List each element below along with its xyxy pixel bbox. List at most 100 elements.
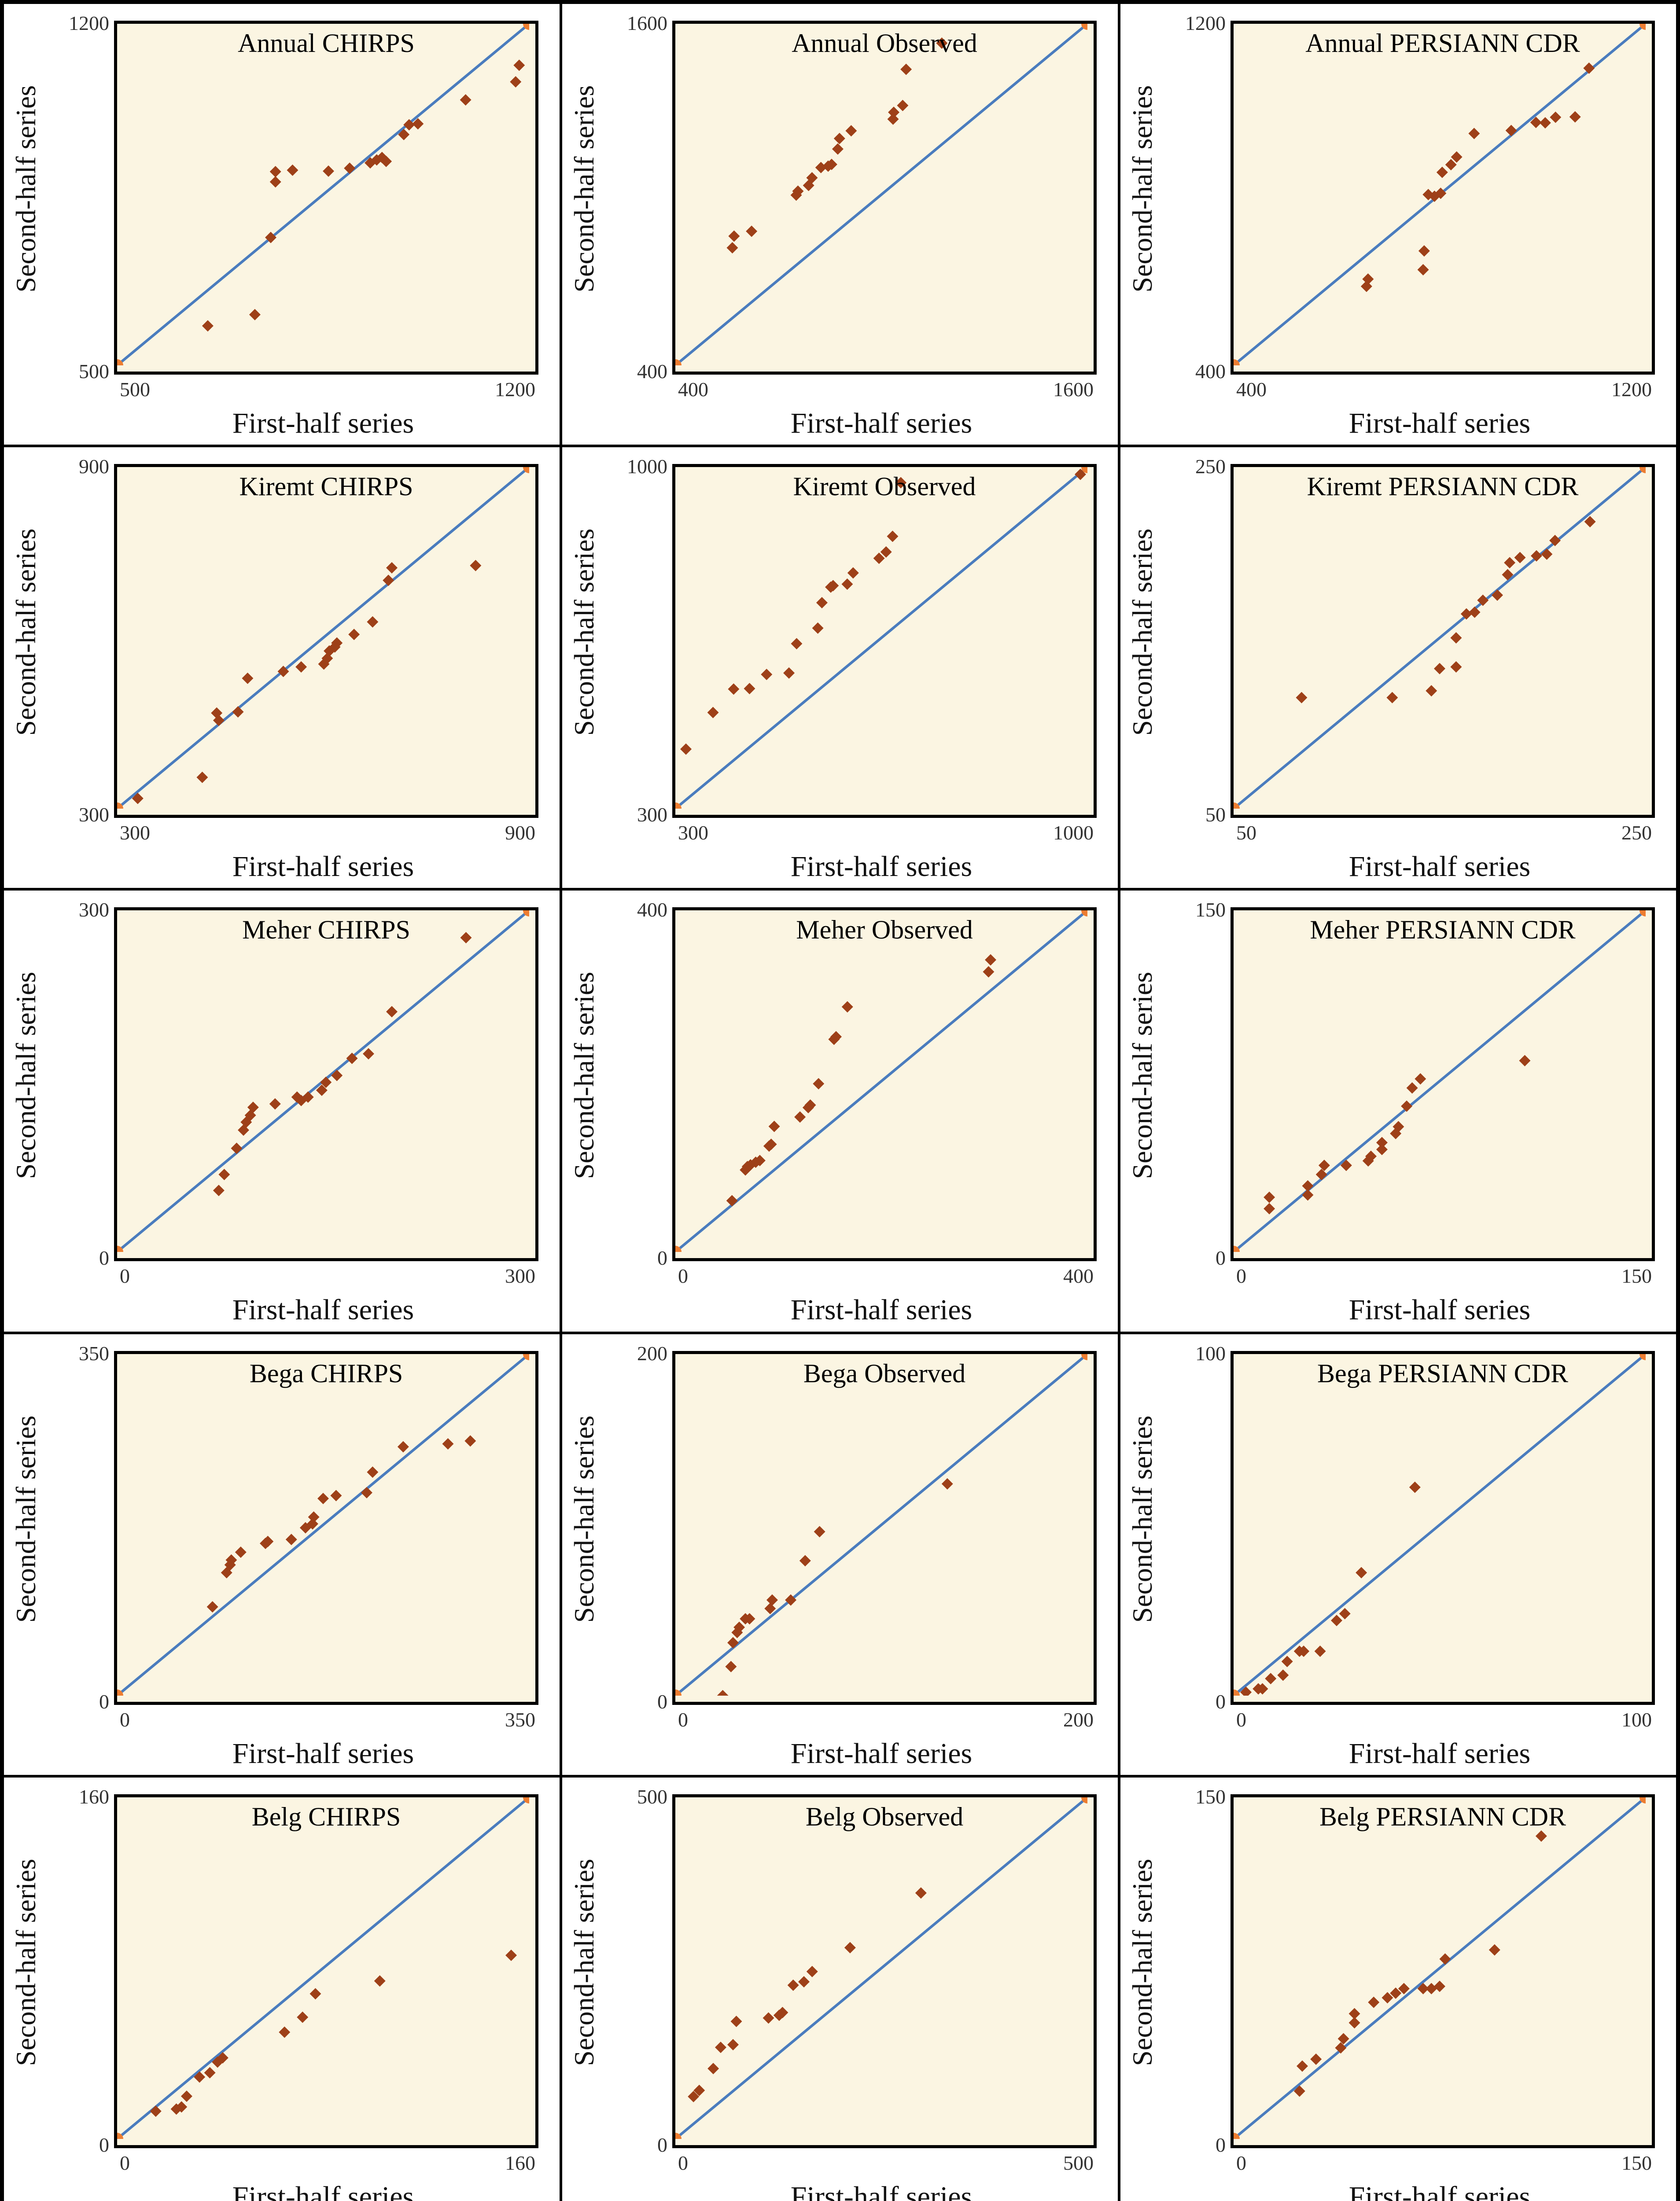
data-point [1426, 1983, 1437, 1995]
y-min-tick-label: 0 [99, 2133, 109, 2156]
data-point [1584, 516, 1596, 528]
data-point [212, 2056, 224, 2068]
endpoint-marker [523, 1354, 529, 1360]
x-min-tick-label: 500 [120, 378, 150, 401]
data-point [361, 1487, 372, 1498]
data-point [799, 1555, 811, 1567]
chart-title: Bega PERSIANN CDR [1317, 1358, 1569, 1388]
data-point [1340, 1159, 1352, 1171]
data-point [176, 2101, 188, 2113]
data-point [746, 225, 758, 237]
data-point [1519, 1055, 1531, 1067]
endpoint-marker [1639, 467, 1646, 474]
data-point [213, 714, 225, 726]
y-axis-title-text: Second-half series [10, 1415, 41, 1623]
data-point [815, 162, 827, 173]
data-point [1277, 1669, 1289, 1681]
x-max-tick-label: 900 [505, 821, 535, 844]
data-point [1429, 190, 1441, 202]
endpoint-marker [1234, 802, 1240, 809]
data-point [1488, 1944, 1500, 1956]
chart-title: Kiremt PERSIANN CDR [1307, 472, 1579, 501]
data-point [1074, 468, 1086, 480]
x-max-tick-label: 100 [1621, 1708, 1652, 1731]
endpoint-marker [1639, 24, 1646, 30]
data-point [717, 1689, 729, 1696]
chart-panel: Second-half series Kiremt CHIRPS 900 300… [3, 446, 561, 890]
data-point [380, 155, 392, 167]
data-point [833, 133, 845, 144]
data-point [1401, 1100, 1413, 1112]
y-max-tick-label: 150 [1195, 898, 1226, 921]
y-min-tick-label: 0 [657, 1690, 667, 1713]
data-point [1331, 1614, 1342, 1626]
one-to-one-line [117, 467, 529, 809]
chart-title: Meher Observed [796, 915, 973, 945]
plot-area: Annual PERSIANN CDR 1200 400 400 1200 [1185, 12, 1655, 401]
scatter-plot [675, 1354, 1087, 1696]
data-point [320, 1076, 332, 1088]
x-max-tick-label: 1600 [1053, 378, 1094, 401]
one-to-one-line [675, 910, 1087, 1252]
one-to-one-line [117, 1354, 529, 1696]
one-to-one-line [117, 24, 529, 365]
data-point [1530, 550, 1542, 562]
one-to-one-line [675, 467, 1087, 809]
y-min-tick-label: 0 [1216, 1247, 1226, 1270]
data-point [132, 792, 144, 804]
chart-title: Annual Observed [792, 29, 977, 58]
data-point [1434, 1980, 1445, 1992]
data-point [813, 1078, 825, 1090]
y-max-tick-label: 400 [637, 898, 667, 921]
y-axis-title-text: Second-half series [568, 1415, 600, 1623]
data-point [1293, 2085, 1305, 2097]
data-point [804, 1099, 816, 1111]
x-max-tick-label: 160 [505, 2151, 535, 2174]
data-point [277, 666, 289, 677]
scatter-plot [1234, 1797, 1646, 2139]
data-point [1386, 692, 1398, 703]
data-point [1302, 1180, 1314, 1192]
data-point [1505, 125, 1517, 136]
scatter-plot [117, 1354, 529, 1696]
data-point [1450, 632, 1462, 644]
data-point [1318, 1159, 1330, 1171]
x-axis-title: First-half series [1348, 2180, 1531, 2201]
data-point [1368, 1996, 1380, 2008]
x-min-tick-label: 50 [1236, 821, 1256, 844]
x-min-tick-label: 0 [1236, 2151, 1246, 2174]
data-point [348, 629, 360, 640]
data-point [845, 125, 857, 137]
data-point [806, 1965, 818, 1977]
data-point [1265, 1672, 1277, 1684]
endpoint-marker [117, 1246, 123, 1252]
data-point [367, 616, 379, 628]
data-point [232, 706, 244, 718]
endpoint-marker [523, 910, 529, 917]
data-point [1302, 1189, 1314, 1201]
x-axis-title: First-half series [232, 2180, 414, 2201]
chart-title: Belg PERSIANN CDR [1319, 1802, 1566, 1831]
x-max-tick-label: 250 [1621, 821, 1652, 844]
data-point [785, 1594, 797, 1606]
y-min-tick-label: 0 [657, 1247, 667, 1270]
chart-title: Kiremt Observed [793, 472, 976, 501]
endpoint-marker [117, 359, 123, 365]
data-point [269, 1098, 281, 1110]
one-to-one-line [675, 1354, 1087, 1696]
data-point [323, 165, 335, 177]
data-point [887, 530, 899, 542]
y-max-tick-label: 1200 [69, 12, 109, 34]
y-min-tick-label: 0 [1216, 2133, 1226, 2156]
data-point [1315, 1169, 1327, 1181]
data-point [693, 2084, 705, 2096]
data-point [181, 2090, 192, 2102]
data-point [1583, 62, 1595, 74]
data-point [397, 1441, 409, 1453]
y-min-tick-label: 500 [79, 360, 109, 383]
x-axis-title: First-half series [790, 1294, 973, 1326]
data-point [309, 1988, 321, 1999]
scatter-plot [117, 1797, 529, 2139]
data-point [464, 1435, 476, 1446]
data-point [730, 2015, 742, 2027]
